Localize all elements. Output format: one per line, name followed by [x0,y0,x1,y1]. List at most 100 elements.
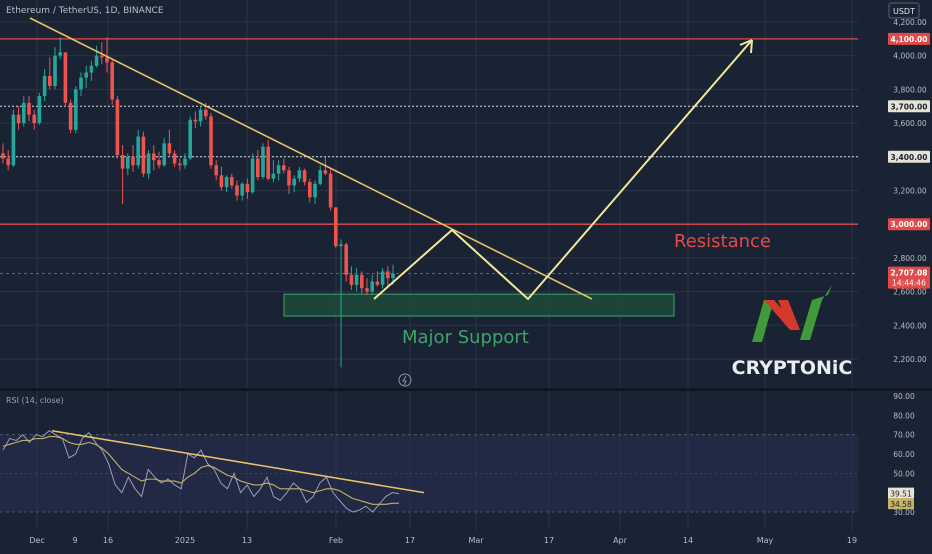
price-tick-label-3: 3,600.00 [893,119,927,128]
candlestick-series [1,37,395,368]
current-price-label: 2,707.08 [890,269,927,278]
candle-body-3 [16,114,21,124]
level-badge-3 [888,218,930,231]
time-tick-label-3: 2025 [175,536,195,545]
candle-body-28 [146,153,151,174]
candle-body-61 [318,170,322,184]
level-badge-label-0: 4,100.00 [890,35,927,44]
candle-body-75 [391,273,395,279]
candle-body-69 [360,274,364,289]
candle-body-74 [386,271,390,279]
candle-body-33 [172,153,177,164]
candle-body-32 [167,143,172,154]
time-tick-label-9: Apr [613,536,628,545]
countdown-label: 14:44:46 [892,279,926,288]
candle-body-6 [32,114,36,124]
rsi-tick-label-6: 30.00 [893,508,915,517]
candle-body-48 [250,158,255,193]
logo-bar-3 [778,300,800,330]
candle-body-38 [198,109,203,122]
candle-body-25 [131,156,135,166]
candle-body-37 [193,119,198,122]
candle-body-30 [157,160,161,166]
candle-body-24 [126,156,130,169]
candle-body-10 [53,55,57,87]
time-axis-bg [0,530,932,550]
panel-separator [0,388,932,391]
time-tick-label-12: 19 [847,536,857,545]
rsi-value-text: 39.51 [890,490,912,499]
candle-body-2 [11,114,16,166]
time-tick-label-0: Dec [29,536,44,545]
candle-body-46 [240,183,244,196]
descending-trendline [29,17,593,300]
trendline-layer [29,17,593,300]
candle-body-35 [183,158,187,166]
rsi-tick-label-3: 60.00 [893,450,915,459]
projection-layer [373,39,753,301]
candle-body-11 [58,52,62,56]
time-axis: Dec 9 16 2025 13 Feb 17 Mar 17 Apr 14 May 19 [0,530,932,550]
candle-body-1 [6,158,10,166]
support-zone [283,293,675,317]
candle-body-49 [256,158,260,178]
time-tick-label-8: 17 [544,536,554,545]
candle-body-54 [282,165,286,171]
candle-body-67 [349,274,354,285]
candle-body-72 [375,281,380,285]
horizontal-levels [0,38,858,274]
candle-body-60 [313,183,317,198]
currency-badge[interactable] [888,2,920,19]
price-tick-label-7: 2,800.00 [893,254,927,263]
price-tick-label-1: 4,000.00 [893,52,927,61]
rsi-label: RSI (14, close) [6,396,64,405]
candle-body-21 [110,62,114,100]
rsi-line [2,430,400,513]
candle-body-65 [339,244,343,247]
time-tick-label-11: May [757,536,774,545]
candle-body-8 [42,75,47,97]
candle-body-50 [261,146,265,178]
candle-body-63 [328,173,333,208]
time-tick-label-10: 14 [683,536,693,545]
price-tick-label-5: 3,200.00 [893,187,927,196]
candle-body-73 [380,271,385,285]
candle-body-45 [235,185,239,196]
candle-body-18 [94,55,99,66]
candle-body-70 [365,288,369,292]
logo-bar-4 [800,300,822,340]
candle-body-40 [209,116,213,166]
candle-body-4 [22,102,26,124]
replay-icon[interactable] [398,373,412,387]
candle-body-34 [178,163,182,166]
symbol-label: Ethereum / TetherUS, 1D, BINANCE [6,6,164,16]
logo-bar-1 [752,300,774,342]
candle-body-51 [266,146,270,179]
candle-body-43 [224,177,229,188]
candle-body-9 [48,75,52,87]
candle-body-29 [152,153,156,161]
candle-body-19 [100,55,104,58]
rsi-panel [0,430,858,513]
candle-body-27 [141,136,146,174]
level-badge-label-1: 3,700.00 [890,102,927,111]
support-label: Major Support [402,327,529,348]
candle-body-23 [120,155,125,169]
level-badge-1 [888,100,930,113]
rsi-ma-text: 34.58 [890,500,912,509]
candle-body-16 [84,72,88,78]
resistance-label: Resistance [674,231,771,252]
logo-text: CRYPTONiC [732,357,853,379]
candle-body-15 [79,77,83,90]
price-tick-label-8: 2,600.00 [893,288,927,297]
rsi-axis: 90.0080.0070.0060.0050.0040.0030.0039.51… [888,392,915,517]
price-tick-label-10: 2,200.00 [893,355,927,364]
time-tick-label-4: 13 [242,536,252,545]
candle-body-31 [162,143,166,166]
candle-body-62 [323,170,328,174]
currency-badge-label: USDT [893,7,915,16]
candle-body-55 [287,170,291,186]
candle-body-56 [292,178,296,186]
